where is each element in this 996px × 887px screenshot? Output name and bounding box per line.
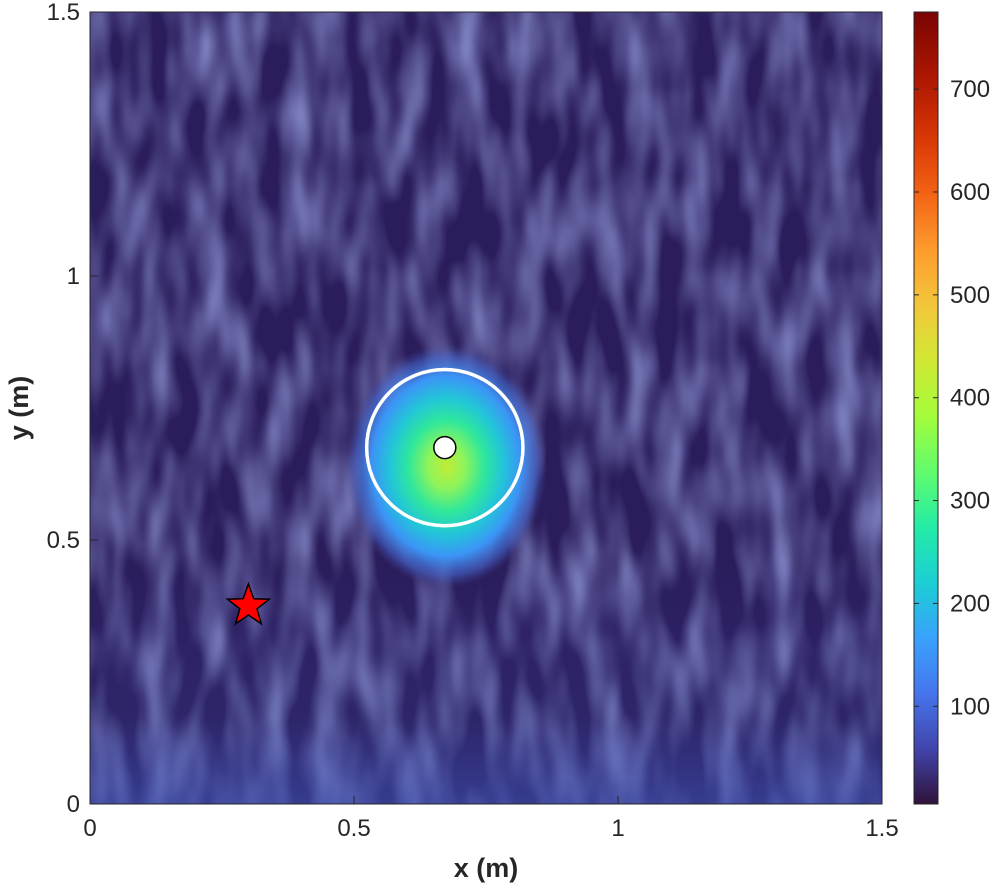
colorbar-tick-label: 600 (950, 179, 990, 206)
uncertainty-circle (364, 367, 525, 528)
heatmap-hotspot (346, 344, 547, 588)
colorbar-tick-label: 700 (950, 76, 990, 103)
estimated-location-marker (433, 435, 457, 460)
y-tick-label: 1 (67, 263, 80, 290)
heatmap-bottom-ripples (90, 560, 882, 804)
colorbar: 100 200 300 400 500 600 700 (913, 11, 990, 805)
true-source-star-marker (225, 581, 272, 626)
plot-border (89, 11, 883, 805)
colorbar-tick-label: 200 (950, 590, 990, 617)
x-tick-label: 1.5 (865, 815, 898, 842)
y-axis-label: y (m) (4, 376, 34, 441)
colorbar-tick-label: 400 (950, 385, 990, 412)
x-axis-label: x (m) (454, 853, 519, 883)
colorbar-tick-label: 300 (950, 488, 990, 515)
x-tick-label: 1 (611, 815, 624, 842)
colorbar-tick-label: 100 (950, 693, 990, 720)
x-axis-ticks: 0 0.5 1 1.5 (83, 796, 899, 842)
y-axis-ticks: 0 0.5 1 1.5 (47, 0, 98, 818)
colorbar-ticks: 100 200 300 400 500 600 700 (914, 76, 990, 720)
colorbar-gradient (913, 11, 939, 805)
x-tick-label: 0 (83, 815, 96, 842)
y-tick-label: 1.5 (47, 0, 80, 26)
y-tick-label: 0.5 (47, 527, 80, 554)
colorbar-tick-label: 500 (950, 282, 990, 309)
heatmap-plot (90, 12, 882, 804)
x-tick-label: 0.5 (337, 815, 370, 842)
y-tick-label: 0 (67, 791, 80, 818)
